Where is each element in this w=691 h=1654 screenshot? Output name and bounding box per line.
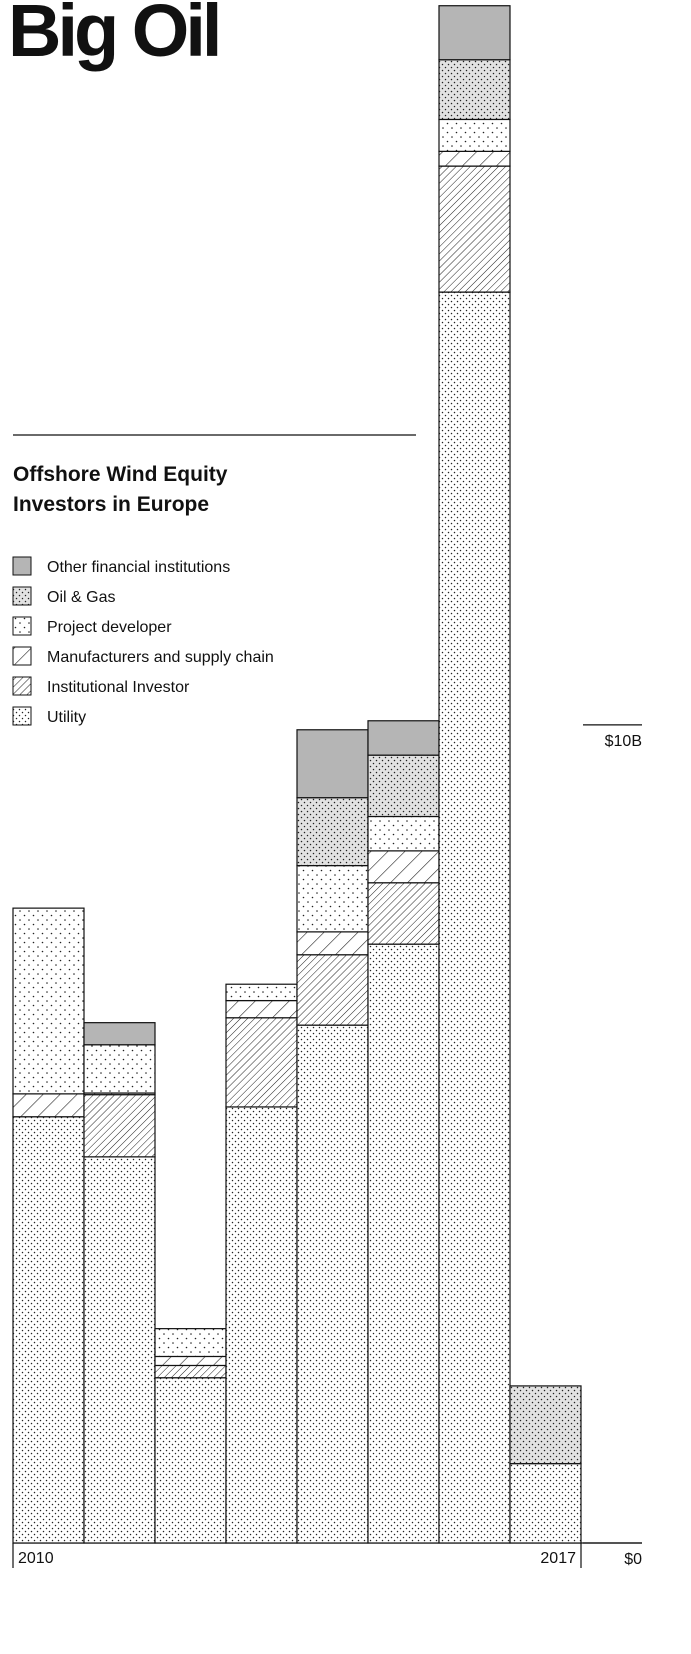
bar-segment (509, 1385, 582, 1465)
bar-segment (438, 165, 511, 293)
bar-segment (367, 882, 440, 945)
legend-label: Project developer (47, 619, 172, 636)
bar-segment (367, 815, 440, 852)
legend-label: Utility (47, 709, 86, 726)
bar-segment (438, 59, 511, 121)
bar-segment (509, 1463, 582, 1544)
legend-label: Other financial institutions (47, 559, 230, 576)
legend-swatch (12, 616, 32, 636)
chart-title: Big Oil (8, 0, 222, 72)
bar-segment (296, 729, 369, 799)
bar-segment (154, 1328, 227, 1358)
y-tick-label: $10B (605, 733, 642, 750)
bar-segment (83, 1094, 156, 1158)
bar-segment (296, 954, 369, 1026)
x-tick-label: 2017 (540, 1550, 576, 1567)
bar-segment (83, 1022, 156, 1046)
bar-segment (296, 931, 369, 956)
bar-segment (12, 1093, 85, 1118)
legend-swatch (12, 556, 32, 576)
x-tick-label: 2010 (18, 1550, 54, 1567)
bar-segment (225, 1106, 298, 1544)
bar-segment (12, 907, 85, 1095)
legend-label: Institutional Investor (47, 679, 190, 696)
bar-segment (225, 999, 298, 1019)
legend-swatch (12, 586, 32, 606)
bar-segment (83, 1044, 156, 1094)
chart-subtitle: Offshore Wind Equity Investors in Europe (13, 463, 228, 516)
legend-label: Oil & Gas (47, 589, 115, 606)
bar-segment (438, 291, 511, 1544)
bar-segment (154, 1364, 227, 1379)
bar-segment (154, 1355, 227, 1367)
bar-segment (438, 118, 511, 152)
bar-segment (438, 150, 511, 167)
bar-segment (225, 1017, 298, 1108)
bar-segment (296, 797, 369, 867)
legend-swatch (12, 676, 32, 696)
legend-label: Manufacturers and supply chain (47, 649, 274, 666)
bar-segment (225, 983, 298, 1002)
bar-segment (367, 754, 440, 818)
bar-segment (12, 1116, 85, 1544)
bar-segment (367, 943, 440, 1544)
bar-segment (83, 1156, 156, 1544)
legend-swatch (12, 646, 32, 666)
bar-segment (367, 720, 440, 756)
legend-swatch (12, 706, 32, 726)
bar-segment (296, 864, 369, 933)
bar-segment (296, 1024, 369, 1544)
bar-segment (367, 850, 440, 884)
bar-segment (438, 5, 511, 61)
y-tick-label: $0 (624, 1551, 642, 1568)
bar-segment (154, 1377, 227, 1544)
